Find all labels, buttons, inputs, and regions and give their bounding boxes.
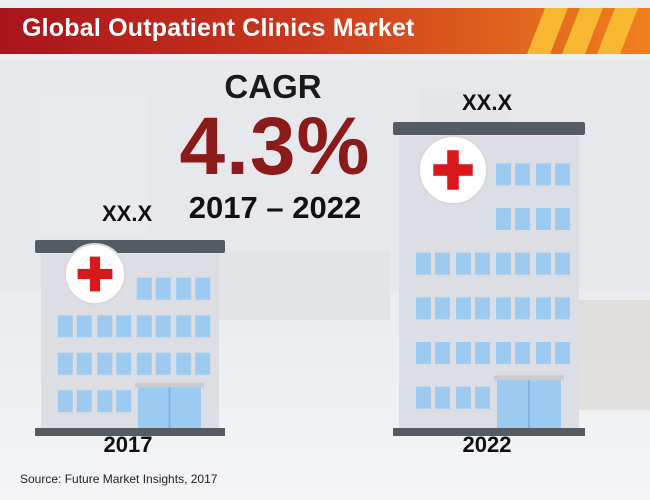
window [136, 315, 152, 338]
window [475, 386, 490, 409]
window [496, 208, 511, 230]
window [555, 252, 570, 275]
window [555, 163, 570, 186]
window [536, 297, 551, 320]
window [555, 208, 570, 230]
window [536, 252, 551, 275]
window [76, 352, 92, 375]
window [496, 163, 511, 186]
window [195, 315, 211, 338]
window [416, 297, 431, 320]
category-label-2017: 2017 [103, 432, 153, 457]
window [97, 390, 113, 413]
window [515, 163, 530, 186]
window [555, 297, 570, 320]
window [536, 342, 551, 364]
window [475, 342, 490, 364]
window [496, 297, 511, 320]
building-base-2022 [393, 428, 585, 436]
building-roof-2017 [35, 240, 225, 253]
window [176, 315, 192, 338]
door-awning [135, 382, 204, 388]
window [176, 352, 192, 375]
window [116, 352, 132, 375]
window [195, 277, 211, 300]
window [416, 342, 431, 364]
window [475, 297, 490, 320]
window [416, 386, 431, 409]
category-label-2022: 2022 [462, 432, 512, 457]
window [176, 277, 192, 300]
hospital-building-2022 [393, 122, 585, 436]
window [515, 252, 530, 275]
window [456, 297, 471, 320]
window [155, 352, 171, 375]
window [496, 252, 511, 275]
window [136, 352, 152, 375]
door-awning [494, 375, 564, 381]
value-label-2017: XX.X [102, 201, 153, 226]
window [136, 277, 152, 300]
building-base-2017 [35, 428, 225, 436]
window [456, 386, 471, 409]
window [435, 297, 450, 320]
window [416, 252, 431, 275]
banner-stripe-2 [562, 8, 603, 54]
cagr-label: CAGR [224, 68, 322, 105]
banner-stripe-3 [597, 8, 638, 54]
window [496, 342, 511, 364]
window [536, 208, 551, 230]
window [435, 342, 450, 364]
window [116, 315, 132, 338]
window [515, 297, 530, 320]
medical-cross-icon [77, 268, 113, 280]
cagr-period: 2017 – 2022 [188, 190, 362, 225]
window [456, 252, 471, 275]
window [435, 386, 450, 409]
window [116, 390, 132, 413]
window [57, 352, 73, 375]
building-roof-2022 [393, 122, 585, 135]
window [155, 277, 171, 300]
banner-stripe-1 [527, 8, 568, 54]
medical-cross-icon [433, 164, 473, 176]
window [555, 342, 570, 364]
window [195, 352, 211, 375]
window [435, 252, 450, 275]
window [155, 315, 171, 338]
window [475, 252, 490, 275]
window [97, 315, 113, 338]
title-banner [0, 8, 650, 54]
hospital-building-2017 [35, 240, 225, 436]
window [97, 352, 113, 375]
window [515, 342, 530, 364]
source-note: Source: Future Market Insights, 2017 [20, 472, 218, 486]
value-label-2022: XX.X [462, 90, 513, 115]
window [76, 390, 92, 413]
window [536, 163, 551, 186]
window [57, 315, 73, 338]
cagr-value: 4.3% [179, 101, 371, 192]
window [76, 315, 92, 338]
window [515, 208, 530, 230]
window [456, 342, 471, 364]
window [57, 390, 73, 413]
page-title: Global Outpatient Clinics Market [22, 14, 415, 42]
